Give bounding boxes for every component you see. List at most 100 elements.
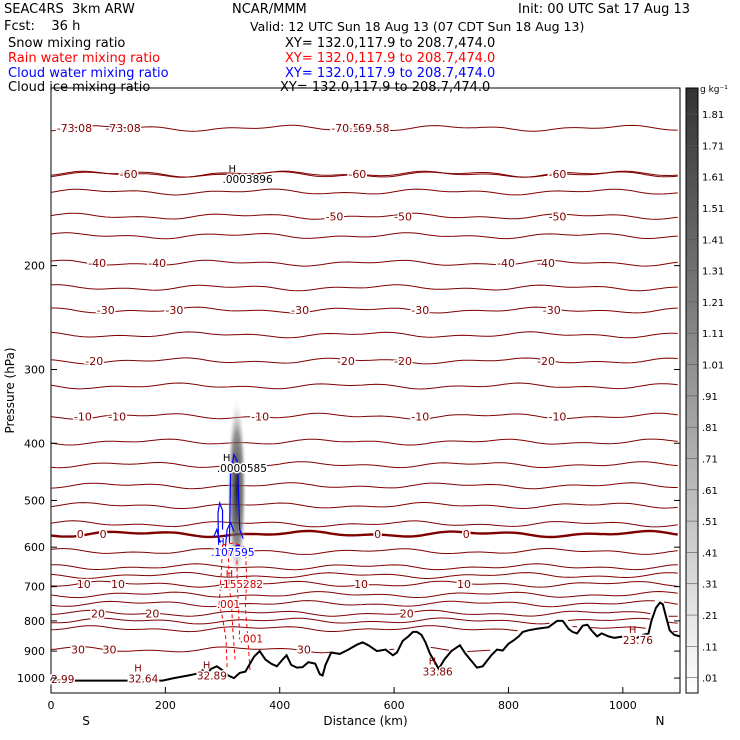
annotation-value: .107595: [211, 547, 254, 559]
isotherm-line: [50, 609, 678, 617]
colorbar-label: 1.11: [702, 329, 724, 340]
colorbar-label: .61: [702, 486, 718, 497]
y-tick-label: 400: [24, 437, 45, 450]
field-name-rain: Rain water mixing ratio: [8, 51, 161, 66]
isotherm-line: [50, 572, 678, 580]
y-tick-label: 300: [24, 364, 45, 377]
colorbar-label: 1.61: [702, 173, 724, 184]
rain-water-contour: [236, 553, 241, 640]
isotherm-label: -30: [543, 304, 561, 317]
isotherm-label: -20: [337, 355, 355, 368]
isotherm-label: 10: [354, 578, 368, 591]
isotherm-label: -50: [394, 210, 412, 223]
cloud-water-contour: [228, 452, 244, 543]
isotherm-line: [50, 461, 678, 469]
annotation-marker: H: [226, 569, 234, 580]
annotation-value: .001: [217, 599, 240, 611]
colorbar-label: .91: [702, 392, 718, 403]
colorbar-label: .71: [702, 454, 718, 465]
isotherm-label: 10: [457, 578, 471, 591]
isotherm-line: [50, 124, 678, 132]
isotherm-label: 20: [145, 607, 159, 620]
isotherm-label: -40: [537, 257, 555, 270]
colorbar-label: .31: [702, 580, 718, 591]
x-endpoint-north: N: [656, 714, 665, 728]
x-endpoint-south: S: [82, 714, 90, 728]
annotation-value: 32.89: [197, 670, 227, 682]
annotation-value: 2.99: [51, 674, 74, 686]
valid-time: Valid: 12 UTC Sun 18 Aug 13 (07 CDT Sun …: [250, 19, 585, 34]
isotherm-label: -30: [97, 304, 115, 317]
isotherm-label: -70.53: [331, 122, 366, 135]
rain-water-contour: [244, 547, 251, 671]
x-axis-title: Distance (km): [323, 714, 407, 728]
isotherm-label: -73.08: [57, 122, 92, 135]
colorbar-label: 1.41: [702, 235, 724, 246]
isotherm-label: -10: [548, 410, 566, 423]
isotherm-label: -60: [120, 168, 138, 181]
annotation-marker: H: [229, 164, 237, 175]
rain-water-contour: [218, 544, 228, 668]
isotherm-label: -69.58: [354, 122, 389, 135]
annotation-value: .001: [240, 633, 263, 645]
isotherm-label: -20: [394, 355, 412, 368]
annotation-marker: H: [217, 537, 225, 548]
isotherm-line: [50, 331, 678, 339]
isotherm-line: [50, 520, 678, 528]
y-tick-label: 600: [24, 541, 45, 554]
isotherm-line: [50, 482, 678, 490]
colorbar-label: .21: [702, 611, 718, 622]
isotherm-line: [50, 617, 678, 625]
x-tick-label: 1000: [609, 699, 637, 712]
y-tick-label: 500: [24, 494, 45, 507]
colorbar-unit: g kg⁻¹: [700, 85, 728, 95]
isotherm-line: [50, 600, 678, 608]
colorbar-label: 1.81: [702, 110, 724, 121]
cloud-water-contour: [224, 521, 235, 548]
isotherm-line: [50, 170, 678, 178]
x-tick-label: 600: [384, 699, 405, 712]
field-name-cloud-water: Cloud water mixing ratio: [8, 66, 169, 81]
annotation-marker: H: [134, 663, 142, 674]
isotherm-label: 30: [297, 644, 311, 657]
x-tick-label: 0: [48, 699, 55, 712]
annotation-marker: H: [223, 453, 231, 464]
isotherm-label: -30: [291, 304, 309, 317]
annotation-value: 32.64: [128, 673, 158, 685]
isotherm-label: -50: [548, 210, 566, 223]
colorbar-label: 1.31: [702, 267, 724, 278]
colorbar-label: .41: [702, 548, 718, 559]
isotherm-label: -20: [537, 355, 555, 368]
isotherm-label: -10: [108, 410, 126, 423]
isotherm-label: 10: [77, 578, 91, 591]
isotherm-line: [51, 563, 678, 571]
cloud-water-contour: [213, 527, 221, 544]
isotherm-label: -20: [85, 355, 103, 368]
colorbar-label: 1.21: [702, 298, 724, 309]
isotherm-line: [50, 259, 678, 267]
field-name-snow: Snow mixing ratio: [8, 36, 126, 51]
rain-water-contour: [227, 551, 236, 660]
isotherm-line: [50, 170, 678, 178]
y-tick-label: 200: [24, 260, 45, 273]
isotherm-label: -30: [165, 304, 183, 317]
isotherm-line: [50, 590, 678, 599]
isotherm-line: [50, 212, 678, 220]
isotherm-label: -50: [325, 210, 343, 223]
y-tick-label: 700: [24, 581, 45, 594]
isotherm-label: 0: [77, 528, 84, 541]
colorbar-label: .11: [702, 642, 718, 653]
colorbar-label: 1.01: [702, 361, 724, 372]
isotherm-line: [50, 188, 678, 196]
isotherm-label: 10: [111, 578, 125, 591]
init-time: Init: 00 UTC Sat 17 Aug 13: [518, 2, 691, 17]
annotation-value: .0000585: [217, 463, 267, 475]
field-xy-snow: XY= 132.0,117.9 to 208.7,474.0: [285, 36, 496, 51]
isotherm-line: [50, 625, 678, 633]
isotherm-label: -30: [411, 304, 429, 317]
annotation-value: 23.76: [623, 635, 653, 647]
annotation-marker: H: [429, 656, 437, 667]
isotherm-line: [50, 529, 678, 539]
